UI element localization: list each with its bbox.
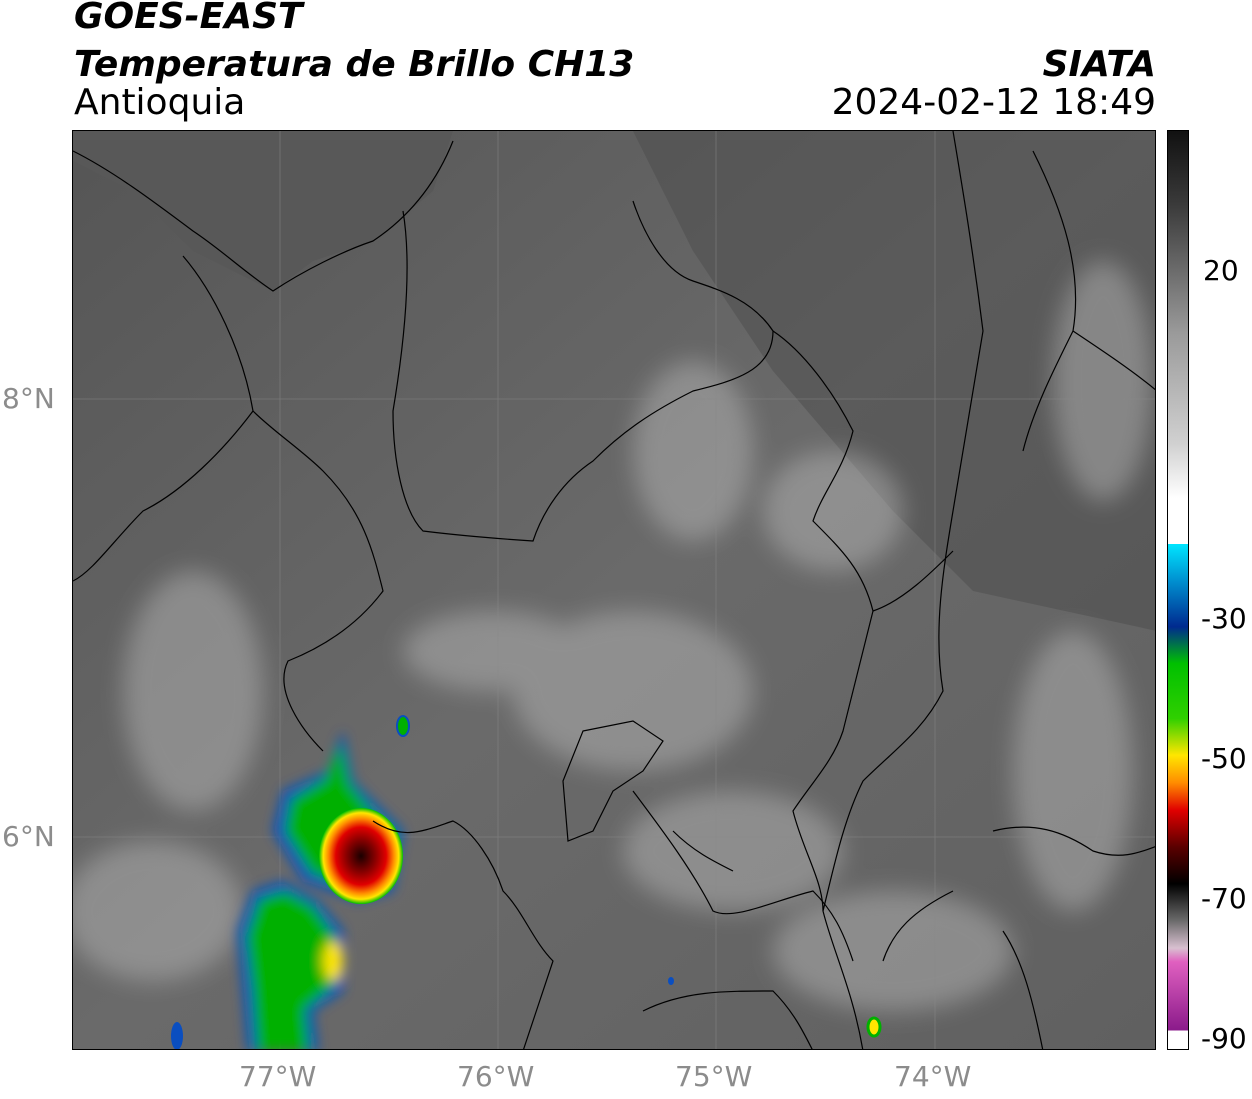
sea-area [73,131,453,291]
region-title: Antioquia [74,82,246,123]
product-title: Temperatura de Brillo CH13 [74,44,635,85]
colorbar-tick-minus90: -90 [1201,1022,1247,1055]
datetime-label: 2024-02-12 18:49 [831,82,1156,123]
lon-tick-76w: 76°W [457,1060,535,1093]
storm-core [319,808,403,904]
lat-tick-8n: 8°N [2,382,55,415]
map-svg [73,131,1155,1049]
colorbar-tick-20: 20 [1203,254,1239,287]
storm-cell-small-1 [396,715,410,737]
colorbar [1167,130,1189,1050]
storm-cell-small-4 [171,1022,183,1049]
lon-tick-75w: 75°W [675,1060,753,1093]
lon-tick-77w: 77°W [239,1060,317,1093]
lat-tick-6n: 6°N [2,820,55,853]
lowland-shade [633,131,1155,631]
cloud-patches [73,261,1153,1011]
storm-cell-small-3 [668,977,674,985]
agency-title: SIATA [1042,44,1156,85]
colorbar-tick-minus30: -30 [1201,602,1247,635]
satellite-map[interactable] [72,130,1156,1050]
lon-tick-74w: 74°W [894,1060,972,1093]
boundaries [73,131,1155,1049]
colorbar-tick-minus50: -50 [1201,742,1247,775]
satellite-title: GOES-EAST [74,0,303,37]
storm-cell-small-2 [866,1016,882,1038]
colorbar-tick-minus70: -70 [1201,882,1247,915]
